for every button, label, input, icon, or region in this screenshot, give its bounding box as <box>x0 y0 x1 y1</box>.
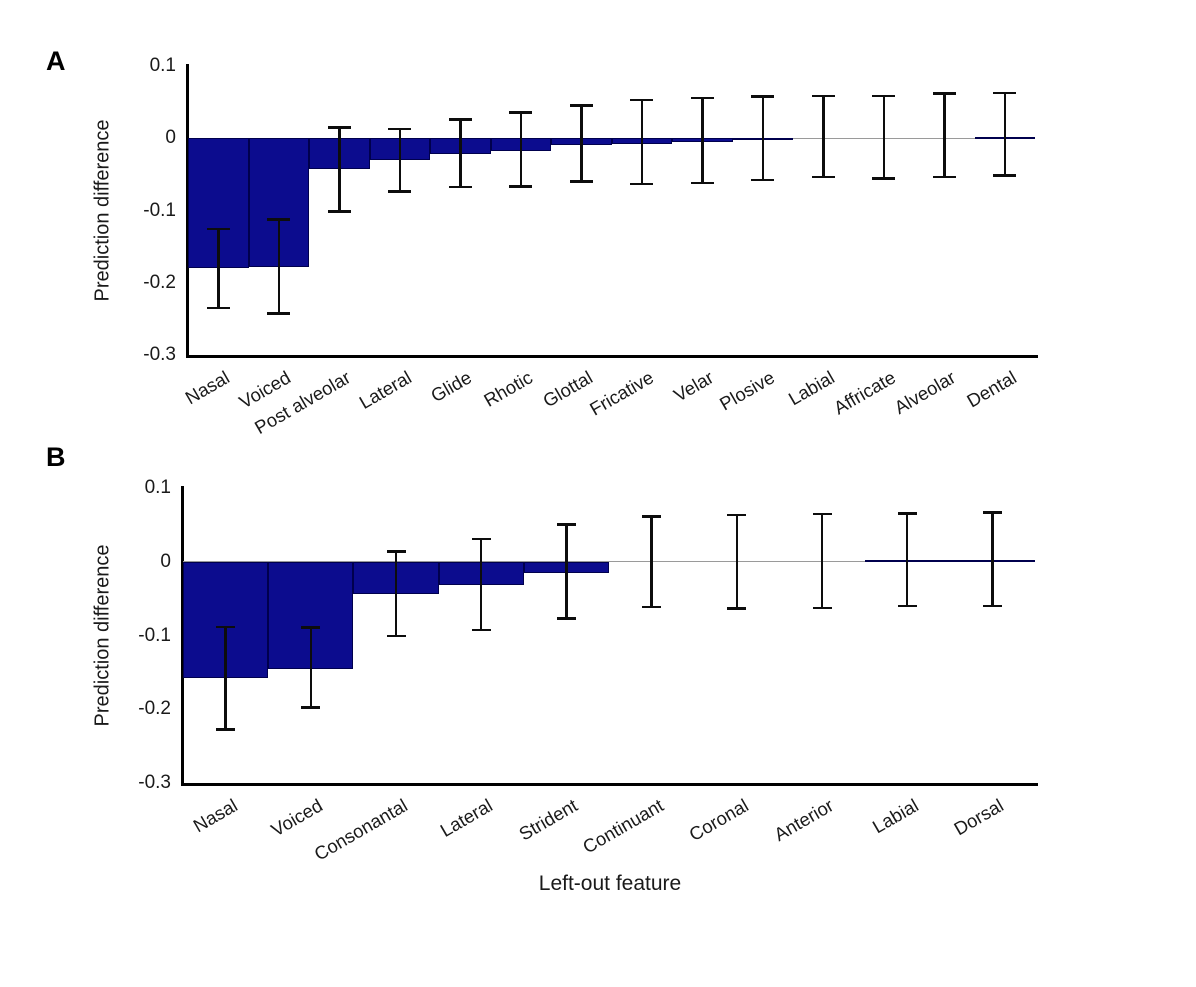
error-bar-cap-top <box>932 92 956 95</box>
y-tick-label: 0.1 <box>144 477 171 498</box>
error-bar-cap-top <box>386 550 406 553</box>
error-bar <box>398 128 401 192</box>
error-bar <box>394 551 398 637</box>
y-tick-label: 0 <box>165 127 176 149</box>
x-axis-title: Left-out feature <box>538 872 682 895</box>
error-bar-cap-top <box>301 626 321 629</box>
error-bar <box>1003 92 1006 176</box>
error-bar-cap-top <box>642 515 662 518</box>
error-bar-cap-top <box>327 126 351 129</box>
error-bar <box>761 96 764 181</box>
y-tick-label: -0.2 <box>138 698 171 720</box>
y-axis-line <box>185 64 189 358</box>
error-bar-cap-top <box>267 218 291 221</box>
y-tick-label: -0.2 <box>143 271 176 293</box>
y-tick-label: -0.1 <box>138 624 171 646</box>
panel-a-letter: A <box>46 46 66 76</box>
error-bar <box>650 516 653 608</box>
error-bar-cap-bottom <box>556 617 576 620</box>
error-bar-cap-bottom <box>812 606 832 610</box>
error-bar-cap-bottom <box>206 306 230 310</box>
error-bar <box>459 119 462 188</box>
error-bar-cap-bottom <box>388 190 412 193</box>
error-bar-cap-bottom <box>267 312 291 315</box>
error-bar-cap-bottom <box>471 628 491 632</box>
error-bar-cap-top <box>216 625 236 629</box>
x-axis-line <box>180 783 1038 786</box>
error-bar-cap-top <box>872 94 896 98</box>
error-bar <box>882 95 885 179</box>
error-bar <box>217 228 220 309</box>
y-axis-line <box>180 486 184 786</box>
error-bar-cap-top <box>727 513 747 517</box>
y-tick-label: -0.3 <box>138 772 171 793</box>
error-bar-cap-top <box>569 104 593 107</box>
error-bar-cap-bottom <box>897 604 917 607</box>
error-bar-cap-bottom <box>872 177 896 180</box>
panel-b-letter: B <box>46 442 66 472</box>
error-bar-cap-top <box>448 118 472 121</box>
error-bar-cap-top <box>630 98 654 102</box>
error-bar-cap-bottom <box>690 181 714 185</box>
error-bar <box>224 626 227 730</box>
error-bar-cap-bottom <box>569 180 593 183</box>
error-bar-cap-top <box>812 512 832 516</box>
error-bar-cap-bottom <box>509 185 533 188</box>
y-tick-label: -0.3 <box>143 344 176 365</box>
zero-line <box>183 561 1035 563</box>
error-bar <box>277 219 280 314</box>
error-bar-cap-bottom <box>327 210 351 213</box>
error-bar <box>580 105 583 182</box>
error-bar-cap-top <box>811 94 835 98</box>
error-bar-cap-top <box>751 95 775 98</box>
error-bar-cap-bottom <box>751 178 775 182</box>
error-bar <box>519 112 522 187</box>
error-bar-cap-top <box>993 91 1017 95</box>
error-bar <box>309 627 313 708</box>
error-bar <box>822 95 825 178</box>
error-bar-cap-bottom <box>932 175 956 179</box>
error-bar-cap-top <box>471 537 491 541</box>
x-axis-line <box>185 355 1038 358</box>
error-bar-cap-top <box>897 512 917 515</box>
y-tick-label: 0 <box>160 550 171 572</box>
error-bar-cap-top <box>556 523 576 526</box>
error-bar-cap-top <box>206 227 230 231</box>
error-bar-cap-bottom <box>448 185 472 189</box>
error-bar <box>479 538 483 631</box>
error-bar <box>820 513 824 609</box>
error-bar-cap-top <box>982 511 1002 514</box>
error-bar <box>735 514 739 609</box>
error-bar <box>338 127 341 212</box>
y-tick-label: -0.1 <box>143 199 176 221</box>
error-bar-cap-top <box>690 96 714 100</box>
error-bar <box>701 97 704 184</box>
error-bar-cap-bottom <box>982 604 1002 607</box>
error-bar <box>991 512 994 606</box>
error-bar-cap-bottom <box>811 175 835 179</box>
error-bar <box>565 524 568 619</box>
error-bar-cap-bottom <box>993 174 1017 177</box>
error-bar <box>905 513 909 606</box>
error-bar <box>640 99 643 185</box>
error-bar-cap-bottom <box>642 605 662 609</box>
error-bar-cap-bottom <box>630 182 654 186</box>
y-tick-label: 0.1 <box>149 55 176 76</box>
error-bar-cap-top <box>509 111 533 114</box>
error-bar-cap-bottom <box>301 706 321 709</box>
error-bar-cap-top <box>388 127 412 131</box>
error-bar-cap-bottom <box>216 728 236 731</box>
error-bar-cap-bottom <box>727 607 747 610</box>
error-bar <box>943 93 946 178</box>
error-bar-cap-bottom <box>386 634 406 638</box>
